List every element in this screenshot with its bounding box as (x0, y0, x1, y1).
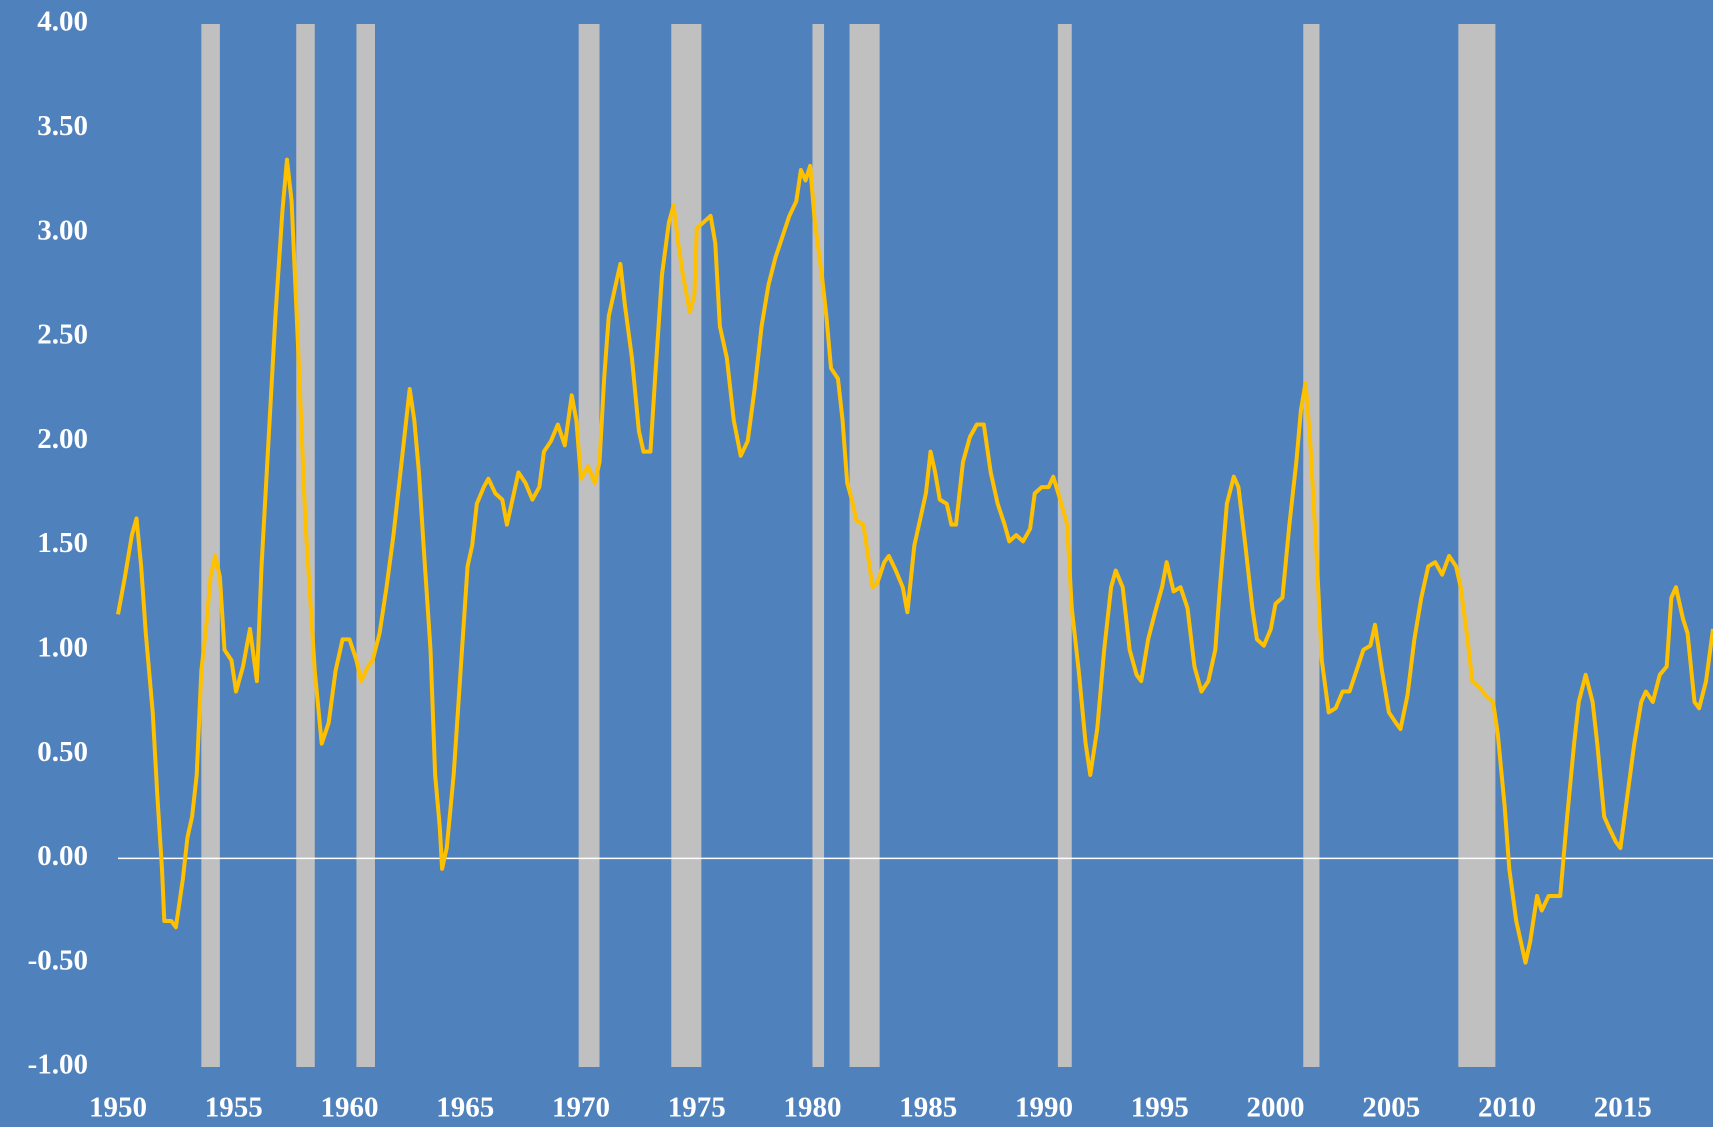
x-tick-label: 1995 (1131, 1092, 1189, 1124)
recession-band (578, 24, 600, 1067)
y-tick-label: 2.50 (37, 319, 88, 351)
y-tick-label: 1.00 (37, 631, 88, 663)
y-tick-label: 3.00 (37, 214, 88, 246)
y-tick-label: 0.50 (37, 736, 88, 768)
x-tick-label: 1950 (89, 1092, 147, 1124)
recession-band (201, 24, 220, 1067)
x-tick-label: 2010 (1478, 1092, 1536, 1124)
x-tick-label: 1970 (552, 1092, 610, 1124)
y-tick-label: 0.00 (37, 840, 88, 872)
recession-band (1303, 24, 1320, 1067)
y-tick-label: 1.50 (37, 527, 88, 559)
x-tick-label: 1980 (783, 1092, 841, 1124)
x-tick-label: 1960 (320, 1092, 378, 1124)
x-tick-label: 1965 (436, 1092, 494, 1124)
recession-band (812, 24, 825, 1067)
data-line (116, 157, 1713, 965)
x-tick-label: 2000 (1246, 1092, 1304, 1124)
x-tick-label: 1990 (1015, 1092, 1073, 1124)
y-tick-label: 3.50 (37, 110, 88, 142)
recession-band (671, 24, 702, 1067)
y-tick-label: -1.00 (28, 1049, 88, 1081)
y-tick-label: -0.50 (28, 944, 88, 976)
x-tick-label: 1985 (899, 1092, 957, 1124)
recession-band (356, 24, 375, 1067)
recession-band (1458, 24, 1496, 1067)
x-tick-label: 2005 (1362, 1092, 1420, 1124)
x-tick-label: 2015 (1594, 1092, 1652, 1124)
x-tick-label: 1975 (668, 1092, 726, 1124)
y-tick-label: 2.00 (37, 423, 88, 455)
x-tick-label: 1955 (205, 1092, 263, 1124)
y-tick-label: 4.00 (37, 6, 88, 38)
recession-band (1057, 24, 1072, 1067)
